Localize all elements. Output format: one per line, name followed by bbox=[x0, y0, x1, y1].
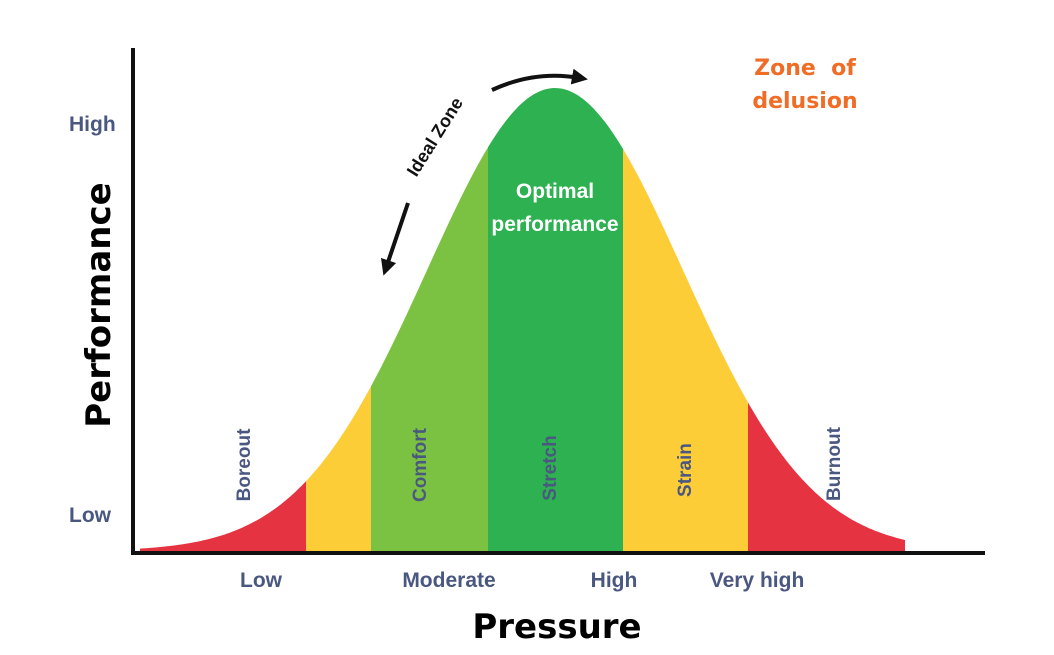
zone-band-boreout bbox=[140, 88, 307, 551]
zone-band-unlabeled bbox=[306, 88, 372, 551]
x-tick-label-moderate: Moderate bbox=[402, 569, 495, 592]
ideal-zone-arrow-down bbox=[380, 202, 410, 276]
zone-band-stretch bbox=[488, 88, 624, 551]
ideal-zone-arrow-right bbox=[491, 68, 588, 92]
zone-label-boreout: Boreout bbox=[234, 428, 255, 502]
y-axis-title: Performance bbox=[79, 182, 119, 427]
x-tick-label-very-high: Very high bbox=[710, 569, 805, 592]
zone-label-stretch: Stretch bbox=[540, 435, 561, 500]
x-axis-title: Pressure bbox=[472, 607, 641, 647]
optimal-label-line2: performance bbox=[491, 213, 618, 236]
zone-label-comfort: Comfort bbox=[410, 427, 431, 502]
optimal-label-line1: Optimal bbox=[516, 180, 594, 203]
x-tick-label-high: High bbox=[591, 569, 638, 592]
y-tick-label-low: Low bbox=[69, 504, 112, 527]
delusion-label-line1: Zone of bbox=[754, 56, 856, 81]
ideal-zone-label: Ideal Zone bbox=[403, 94, 467, 180]
x-tick-label-low: Low bbox=[240, 569, 283, 592]
y-tick-label-high: High bbox=[69, 113, 116, 136]
delusion-label-line2: delusion bbox=[752, 89, 857, 114]
zone-label-burnout: Burnout bbox=[824, 426, 845, 501]
zone-label-strain: Strain bbox=[675, 443, 696, 497]
